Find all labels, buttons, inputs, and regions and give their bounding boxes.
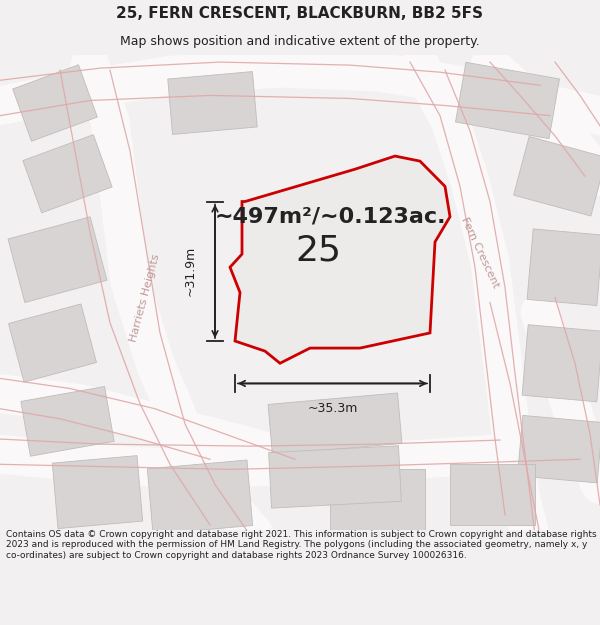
Polygon shape <box>518 416 600 483</box>
Text: Fern Crescent: Fern Crescent <box>459 215 501 289</box>
Polygon shape <box>527 229 600 306</box>
Polygon shape <box>168 72 257 134</box>
Polygon shape <box>522 325 600 402</box>
Polygon shape <box>514 136 600 216</box>
Polygon shape <box>268 393 402 455</box>
Polygon shape <box>23 134 112 213</box>
Polygon shape <box>13 65 97 141</box>
Polygon shape <box>148 460 253 534</box>
Text: ~35.3m: ~35.3m <box>307 402 358 414</box>
Text: 25, FERN CRESCENT, BLACKBURN, BB2 5FS: 25, FERN CRESCENT, BLACKBURN, BB2 5FS <box>116 6 484 21</box>
Text: Harriets Heights: Harriets Heights <box>128 253 161 343</box>
Text: 25: 25 <box>295 234 341 268</box>
Text: ~497m²/~0.123ac.: ~497m²/~0.123ac. <box>214 207 446 227</box>
Polygon shape <box>8 217 107 302</box>
Polygon shape <box>269 446 401 508</box>
Text: ~31.9m: ~31.9m <box>184 246 197 296</box>
Text: Contains OS data © Crown copyright and database right 2021. This information is : Contains OS data © Crown copyright and d… <box>6 530 596 560</box>
Polygon shape <box>8 304 97 382</box>
Polygon shape <box>52 456 143 529</box>
Text: Map shows position and indicative extent of the property.: Map shows position and indicative extent… <box>120 35 480 48</box>
Polygon shape <box>230 156 450 363</box>
Polygon shape <box>21 386 114 456</box>
Polygon shape <box>455 62 559 139</box>
Polygon shape <box>450 464 535 525</box>
Polygon shape <box>330 469 425 530</box>
